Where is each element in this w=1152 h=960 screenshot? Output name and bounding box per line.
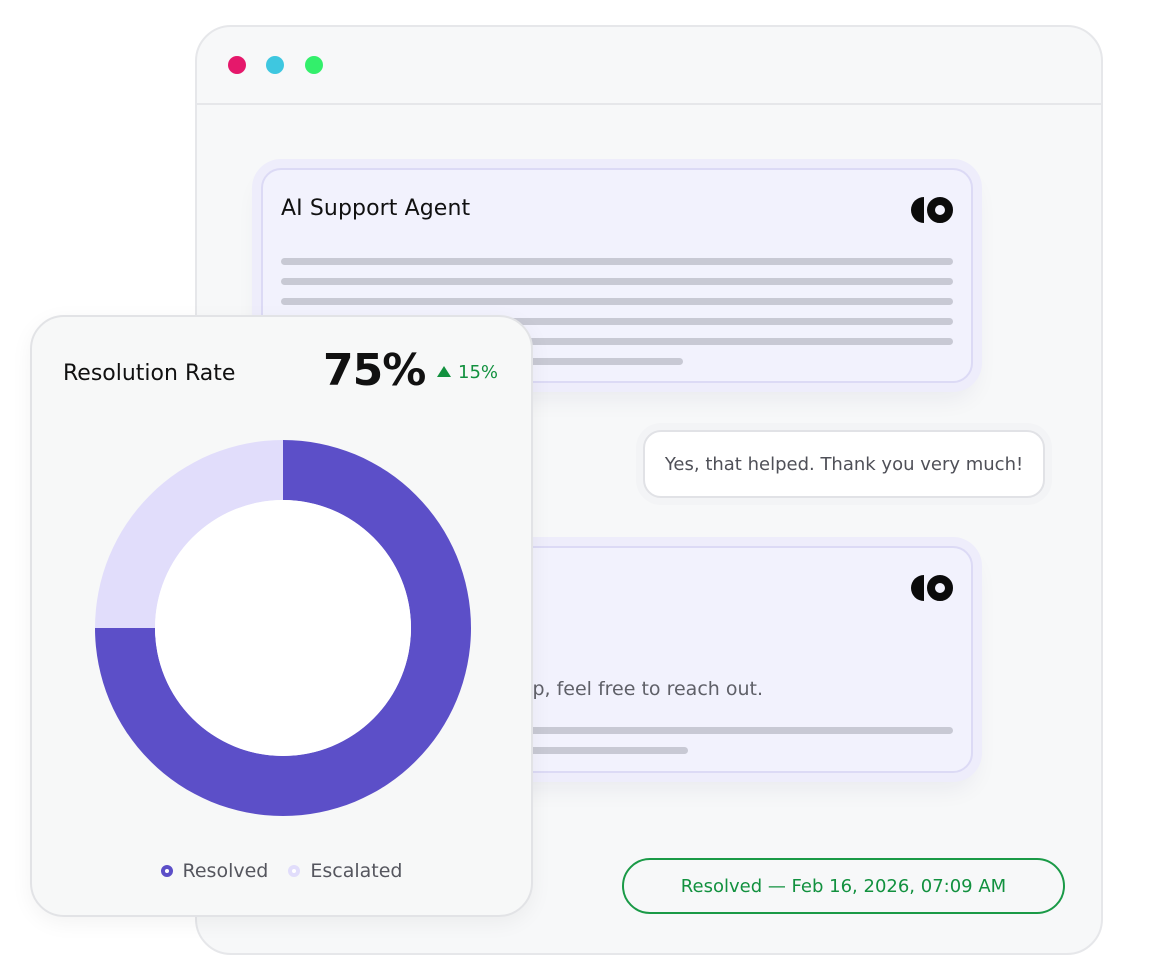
arrow-up-icon xyxy=(437,366,451,377)
message-line-placeholder xyxy=(281,338,953,345)
message-line-placeholder xyxy=(281,298,953,305)
window-maximize-dot[interactable] xyxy=(305,56,323,74)
donut-slice-resolved xyxy=(95,440,471,816)
donut-hole xyxy=(155,500,411,756)
message-line-placeholder xyxy=(440,727,953,734)
agent-name: AI Support Agent xyxy=(281,196,471,221)
metric-change: 15% xyxy=(437,362,498,383)
message-line-placeholder xyxy=(440,747,688,754)
legend-swatch-resolved xyxy=(160,865,173,877)
agent-reply-text: up, feel free to reach out. xyxy=(520,678,763,700)
legend-label: Resolved xyxy=(182,860,269,882)
metric-change-value: 15% xyxy=(458,362,499,383)
message-line-placeholder xyxy=(281,318,953,325)
resolution-donut-chart xyxy=(95,440,471,816)
chart-legend: Resolved Escalated xyxy=(32,860,531,882)
message-line-placeholder xyxy=(281,278,953,285)
agent-brand-logo-icon xyxy=(911,575,953,601)
window-close-dot[interactable] xyxy=(228,56,246,74)
metric-value: 75% xyxy=(323,345,426,396)
message-line-placeholder xyxy=(281,258,953,265)
metric-title: Resolution Rate xyxy=(63,361,236,386)
donut-slice-escalated xyxy=(95,440,283,628)
legend-item-resolved: Resolved xyxy=(160,860,269,882)
window-titlebar xyxy=(197,27,1101,105)
resolved-status-badge: Resolved — Feb 16, 2026, 07:09 AM xyxy=(622,858,1065,914)
legend-swatch-escalated xyxy=(288,865,301,877)
window-minimize-dot[interactable] xyxy=(266,56,284,74)
user-message-bubble: Yes, that helped. Thank you very much! xyxy=(643,430,1045,498)
legend-label: Escalated xyxy=(310,860,403,882)
resolution-rate-card: Resolution Rate 75% 15% Resolved Escalate… xyxy=(30,315,533,917)
agent-brand-logo-icon xyxy=(911,197,953,223)
legend-item-escalated: Escalated xyxy=(288,860,402,882)
